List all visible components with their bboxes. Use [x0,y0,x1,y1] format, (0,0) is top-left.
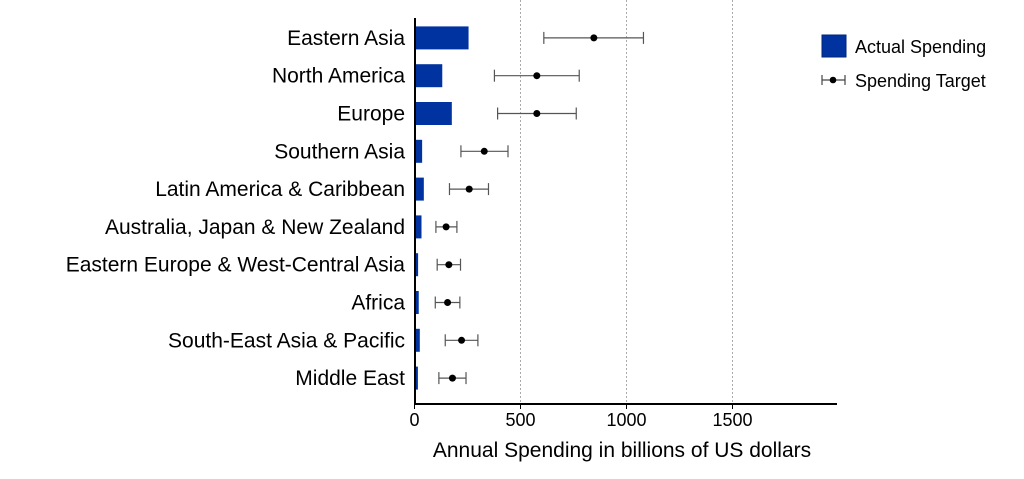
target-point [465,185,473,193]
category-label: Middle East [295,367,405,390]
category-label: Southern Asia [274,140,405,163]
target-point [533,110,541,117]
target-point [448,374,456,382]
x-tick-label: 500 [505,410,535,430]
x-tick-label: 0 [409,410,419,430]
bar-actual-spending [414,291,419,314]
target-errorbar [493,69,580,82]
category-label: Eastern Asia [287,27,405,50]
category-label: Australia, Japan & New Zealand [105,216,405,239]
bars [414,26,469,390]
target-errorbar [460,145,509,158]
target-point [444,299,452,306]
category-label: North America [272,65,405,88]
target-errorbar [448,183,490,196]
bar-actual-spending [414,253,419,277]
legend: Actual Spending Spending Target [821,34,986,91]
target-point [480,147,488,155]
x-axis-label: Annual Spending in billions of US dollar… [433,439,811,462]
target-errorbar [444,334,479,347]
x-tick-label: 1000 [606,410,646,430]
bar-actual-spending [414,139,423,163]
bar-actual-spending [414,328,420,352]
bar-actual-spending [414,177,424,201]
category-label: Europe [337,103,405,126]
target-point [458,336,466,344]
target-point [590,34,598,42]
bar-actual-spending [414,64,443,88]
grid-lines [520,0,733,404]
legend-label-actual: Actual Spending [855,37,986,57]
target-errorbar [436,258,462,271]
legend-label-target: Spending Target [855,71,986,91]
legend-marker-target [821,75,846,85]
target-errorbar [497,107,577,120]
category-labels: Eastern Asia North America Europe Southern … [66,27,406,390]
target-errorbar [434,296,461,309]
target-point [445,261,453,269]
category-label: Africa [351,292,405,315]
legend-swatch-actual [821,34,847,58]
x-tick-label: 1500 [712,410,752,430]
bar-actual-spending [414,26,469,50]
target-markers [434,31,645,385]
target-point [442,223,450,231]
category-label: Eastern Europe & West-Central Asia [66,254,406,277]
target-point [533,72,541,80]
target-errorbar [435,220,458,233]
bar-actual-spending [414,215,422,239]
x-tick-labels: 0 500 1000 1500 [409,404,753,430]
target-errorbar [543,31,645,44]
category-label: South-East Asia & Pacific [168,329,405,352]
category-label: Latin America & Caribbean [155,178,405,201]
bar-actual-spending [414,366,418,390]
target-errorbar [438,372,467,385]
bar-actual-spending [414,102,452,125]
